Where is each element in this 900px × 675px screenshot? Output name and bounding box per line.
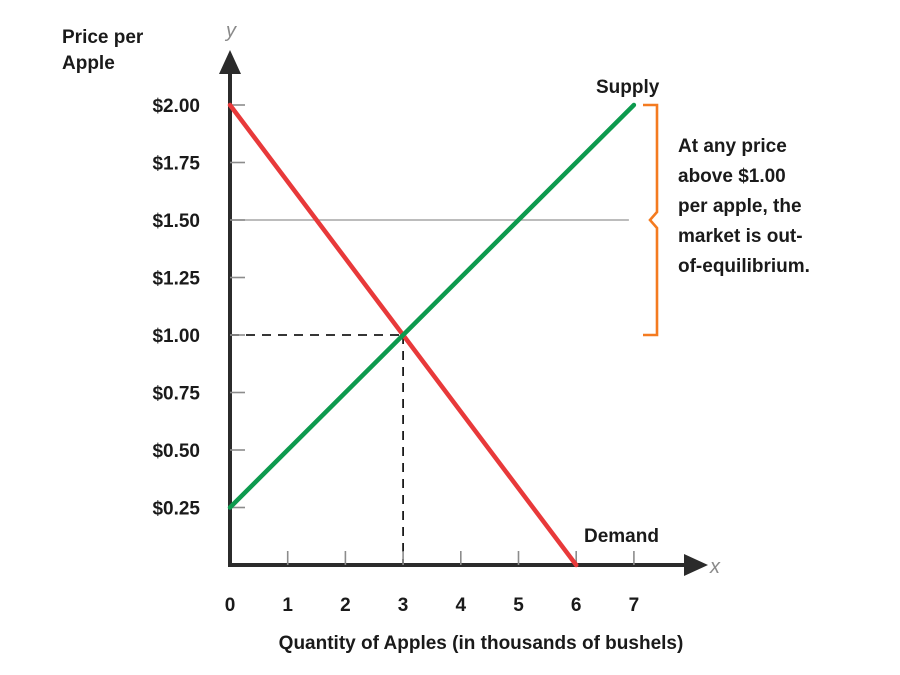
bracket-shape	[643, 103, 659, 337]
y-tick-label: $1.50	[152, 211, 200, 232]
x-tick-label: 4	[456, 595, 467, 616]
y-tick-label: $2.00	[152, 96, 200, 117]
annotation-line-1: At any price	[678, 136, 787, 157]
y-axis-title-line-2: Apple	[62, 53, 115, 74]
x-tick-label: 0	[225, 595, 236, 616]
axes	[219, 50, 708, 576]
out-of-equilibrium-bracket	[643, 103, 659, 337]
y-tick-label: $0.75	[152, 384, 200, 405]
equilibrium-guides	[230, 334, 405, 565]
x-tick-label: 6	[571, 595, 582, 616]
y-tick-label: $1.00	[152, 326, 200, 347]
annotation-line-5: of-equilibrium.	[678, 256, 810, 277]
y-axis-arrowhead	[219, 50, 241, 74]
x-tick-label: 7	[629, 595, 640, 616]
demand-label: Demand	[584, 526, 659, 547]
supply-label: Supply	[596, 77, 660, 98]
annotation-line-2: above $1.00	[678, 166, 786, 187]
x-axis-arrowhead	[684, 554, 708, 576]
y-axis-letter: y	[224, 20, 237, 42]
y-tick-label: $1.25	[152, 269, 200, 290]
supply-line	[227, 102, 637, 510]
annotation: At any price above $1.00 per apple, the …	[678, 136, 810, 277]
x-tick-label: 5	[513, 595, 524, 616]
y-tick-label: $1.75	[152, 154, 200, 175]
x-axis-title: Quantity of Apples (in thousands of bush…	[279, 633, 684, 654]
x-tick-label: 1	[282, 595, 293, 616]
annotation-line-4: market is out-	[678, 226, 803, 247]
y-tick-label: $0.25	[152, 499, 200, 520]
ticks: $0.25 $0.50 $0.75 $1.00 $1.25 $1.50 $1.75 $2.00…	[152, 96, 639, 616]
y-tick-label: $0.50	[152, 441, 200, 462]
y-axis-title-line-1: Price per	[62, 27, 144, 48]
x-axis-letter: x	[709, 556, 721, 578]
series	[227, 102, 637, 568]
x-tick-label: 2	[340, 595, 351, 616]
x-tick-label: 3	[398, 595, 409, 616]
annotation-line-3: per apple, the	[678, 196, 802, 217]
